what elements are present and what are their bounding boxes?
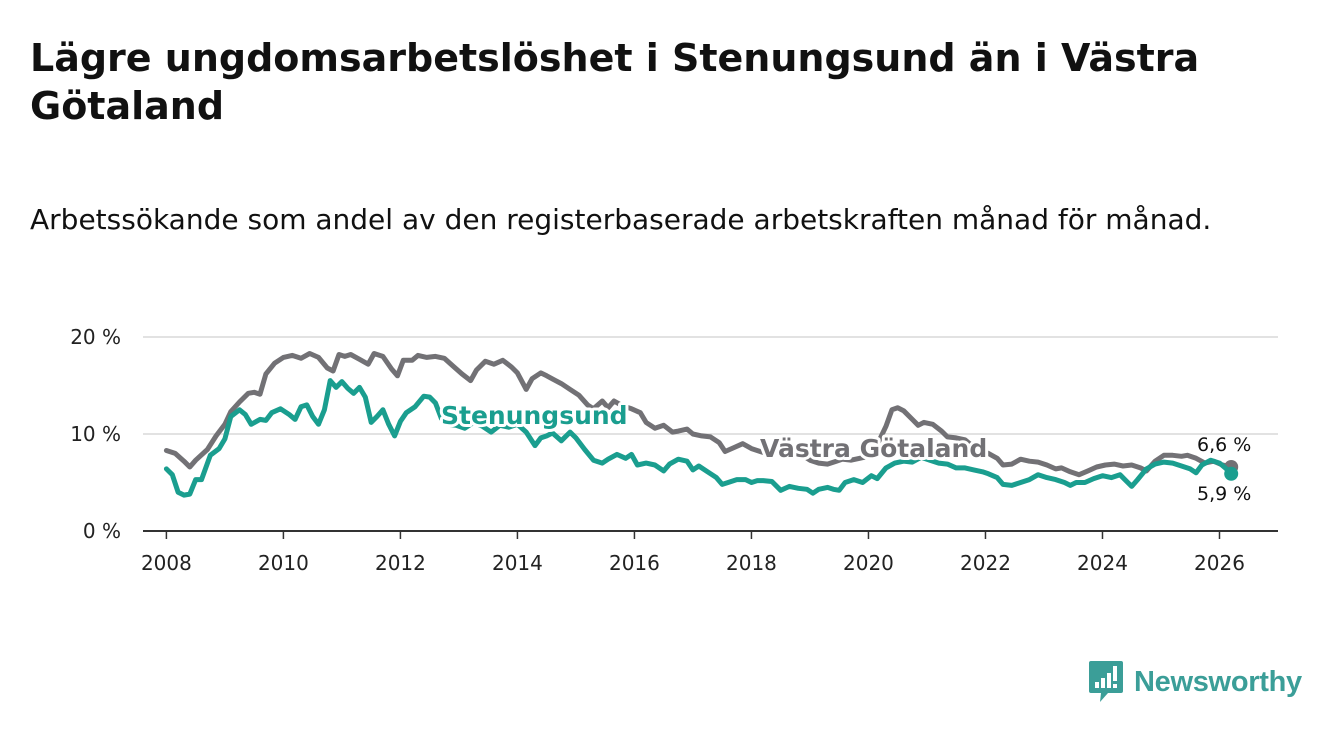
series-line-v-stra-g-taland <box>163 351 1234 478</box>
x-tick-label: 2016 <box>609 551 660 575</box>
grid-lines <box>143 336 1278 435</box>
chart-subtitle: Arbetssökande som andel av den registerb… <box>30 203 1212 236</box>
newsworthy-logo-icon <box>1089 661 1123 702</box>
x-tick-label: 2018 <box>726 551 777 575</box>
y-tick-label: 10 % <box>70 422 121 446</box>
series-lines <box>163 351 1239 498</box>
series-end-dot-stenungsund <box>1224 466 1239 481</box>
series-label-vastra-gotaland: Västra Götaland <box>760 434 987 463</box>
x-tick-label: 2010 <box>258 551 309 575</box>
x-tick-label: 2020 <box>843 551 894 575</box>
end-value-label-vastra-gotaland: 6,6 % <box>1197 434 1251 456</box>
series-label-stenungsund: Stenungsund <box>441 401 628 430</box>
line-chart: 0 % 10 % 20 % 2008 2010 2012 2014 2016 2018 2020 2… <box>70 325 1278 575</box>
x-tick-label: 2024 <box>1077 551 1128 575</box>
y-tick-label: 20 % <box>70 325 121 349</box>
x-tick-label: 2014 <box>492 551 543 575</box>
series-labels: Stenungsund Västra Götaland 6,6 % 5,9 % <box>438 398 1253 507</box>
newsworthy-wordmark: Newsworthy <box>1134 665 1302 698</box>
axes: 0 % 10 % 20 % 2008 2010 2012 2014 2016 2018 2020 2… <box>70 325 1278 575</box>
series-line-stenungsund <box>163 378 1234 498</box>
chart-title: Lägre ungdomsarbetslöshet i Stenungsund … <box>30 36 1200 128</box>
x-tick-label: 2022 <box>960 551 1011 575</box>
y-tick-label: 0 % <box>83 519 121 543</box>
end-value-label-stenungsund: 5,9 % <box>1197 483 1251 505</box>
x-tick-label: 2026 <box>1194 551 1245 575</box>
x-tick-label: 2008 <box>141 551 192 575</box>
newsworthy-logo: Newsworthy <box>1088 660 1302 704</box>
x-tick-label: 2012 <box>375 551 426 575</box>
